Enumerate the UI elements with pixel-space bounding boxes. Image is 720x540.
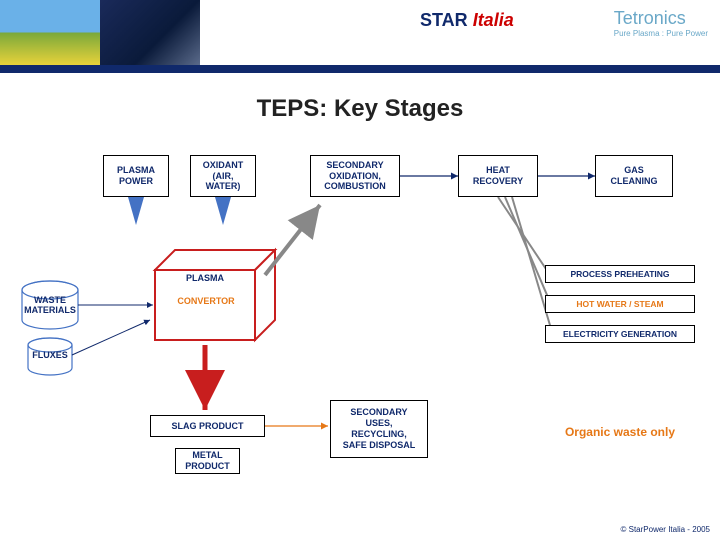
box-slag-product: SLAG PRODUCT (150, 415, 265, 437)
tetronics-logo: Tetronics Pure Plasma : Pure Power (614, 8, 708, 38)
logo-star: STAR (420, 10, 468, 30)
box-metal-product: METAL PRODUCT (175, 448, 240, 474)
copyright-footer: © StarPower Italia - 2005 (621, 525, 711, 534)
label-fluxes: FLUXES (20, 350, 80, 360)
box-secondary-uses: SECONDARY USES, RECYCLING, SAFE DISPOSAL (330, 400, 428, 458)
plasma-convertor-shape (155, 250, 275, 340)
photo-plasma (100, 0, 200, 65)
box-gas-cleaning: GAS CLEANING (595, 155, 673, 197)
box-oxidant: OXIDANT (AIR, WATER) (190, 155, 256, 197)
slide-header: STAR Italia Tetronics Pure Plasma : Pure… (0, 0, 720, 73)
tetronics-tagline: Pure Plasma : Pure Power (614, 29, 708, 38)
logo-italia: Italia (473, 10, 514, 30)
box-hot-water-steam: HOT WATER / STEAM (545, 295, 695, 313)
starpower-logo: STAR Italia (420, 10, 514, 31)
box-electricity-generation: ELECTRICITY GENERATION (545, 325, 695, 343)
box-secondary-oxidation: SECONDARY OXIDATION, COMBUSTION (310, 155, 400, 197)
box-plasma-power: PLASMA POWER (103, 155, 169, 197)
label-waste-materials: WASTE MATERIALS (10, 295, 90, 315)
header-photo-strip (0, 0, 200, 65)
tetronics-name: Tetronics (614, 8, 686, 28)
label-organic-waste: Organic waste only (545, 425, 695, 439)
label-convertor: CONVERTOR (170, 296, 242, 306)
box-process-preheating: PROCESS PREHEATING (545, 265, 695, 283)
box-heat-recovery: HEAT RECOVERY (458, 155, 538, 197)
label-plasma: PLASMA (180, 273, 230, 283)
slide-title: TEPS: Key Stages (0, 95, 720, 123)
photo-landscape (0, 0, 100, 65)
